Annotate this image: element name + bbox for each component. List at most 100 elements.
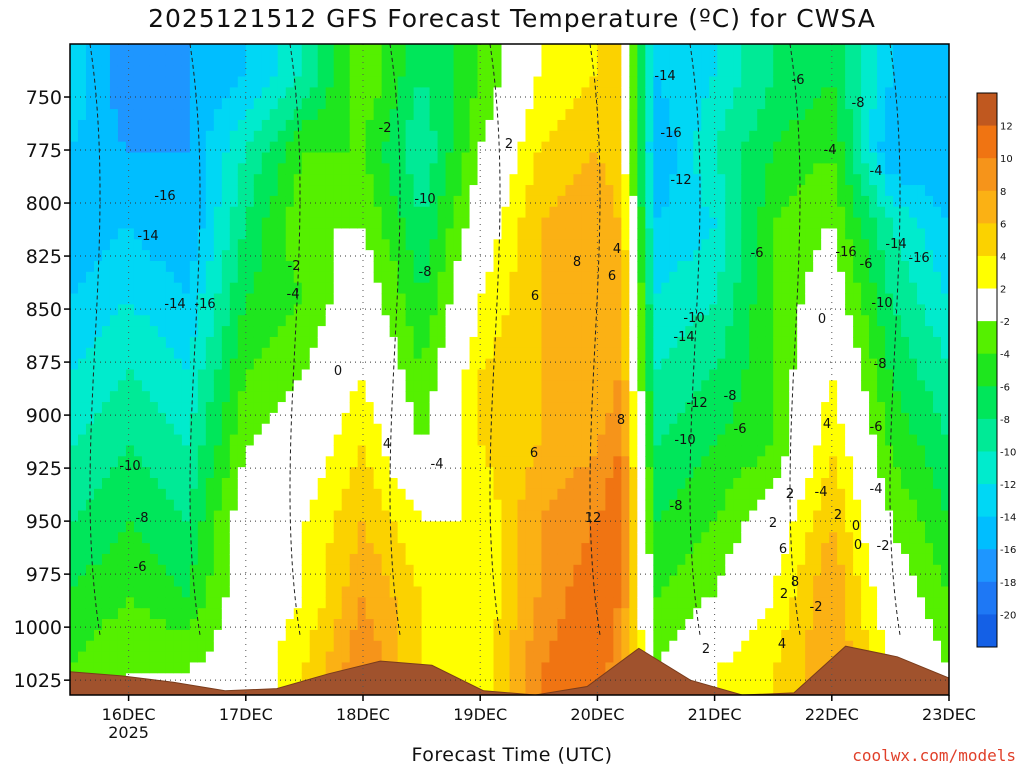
temp-cell [269,54,279,67]
temp-cell [77,65,87,78]
temp-cell [549,163,559,175]
temp-cell [213,130,223,143]
temp-cell [525,575,535,588]
temp-cell [77,109,87,121]
temp-cell [333,564,343,577]
temp-cell [421,98,431,110]
temp-cell [477,326,487,338]
temp-cell [589,163,598,175]
temp-cell [261,597,271,609]
temp-cell [181,629,191,642]
temp-cell [317,130,327,143]
temp-cell [157,76,167,88]
temp-cell [733,44,742,56]
temp-cell [525,402,535,414]
temp-cell [357,87,367,99]
temp-cell [189,543,199,555]
temp-cell [277,174,287,186]
temp-cell [469,185,479,197]
temp-cell [157,662,167,674]
temp-cell [501,152,511,164]
temp-cell [269,586,279,598]
temp-cell [197,380,207,392]
temp-cell [149,445,159,457]
temp-cell [141,185,151,197]
temp-cell [437,564,447,577]
temp-cell [693,315,702,327]
temp-cell [189,65,199,78]
temp-cell [429,163,439,175]
temp-cell [693,423,702,436]
temp-cell [309,347,319,360]
temp-cell [125,109,135,121]
temp-cell [70,423,79,436]
temp-cell [349,553,359,566]
temp-cell [165,217,175,230]
temp-cell [621,109,630,121]
temp-cell [261,499,271,512]
temp-cell [597,380,606,392]
temp-cell [117,434,127,447]
temp-cell [109,206,119,219]
temp-cell [461,304,471,316]
temp-cell [621,347,630,360]
temp-cell [437,141,447,154]
temp-cell [717,619,726,631]
temp-cell [677,98,686,110]
temp-cell [173,304,183,316]
temp-cell [133,456,143,468]
temp-cell [405,228,415,240]
temp-cell [181,673,191,685]
temp-cell [325,206,335,219]
temp-cell [589,98,598,110]
temp-cell [389,423,399,436]
temp-cell [685,152,694,164]
temp-cell [613,391,622,403]
temp-cell [381,543,391,555]
temp-cell [317,250,327,262]
temp-cell [117,651,127,664]
temp-cell [181,608,191,620]
temp-cell [405,293,415,305]
temp-cell [133,553,143,566]
temp-cell [717,467,726,479]
temp-cell [557,185,567,197]
temp-cell [621,619,630,631]
temp-cell [629,445,638,457]
temp-cell [645,130,654,143]
temp-cell [309,575,319,588]
temp-cell [229,597,239,609]
temp-cell [421,315,431,327]
temp-cell [261,586,271,598]
temp-cell [325,315,335,327]
temp-cell [685,87,694,99]
temp-cell [261,65,271,78]
temp-cell [261,402,271,414]
temp-cell [285,608,295,620]
temp-cell [349,239,359,251]
temp-cell [637,553,646,566]
temp-cell [541,499,551,512]
temp-cell [413,640,423,653]
temp-cell [613,347,622,360]
temp-cell [589,195,598,208]
temp-cell [397,391,407,403]
temp-cell [373,282,383,295]
temp-cell [149,239,159,251]
temp-cell [533,521,543,533]
temp-cell [517,271,527,284]
temp-cell [277,380,287,392]
temp-cell [485,629,495,642]
temp-cell [341,456,351,468]
temp-cell [597,358,606,371]
temp-cell [469,65,479,78]
temp-cell [693,510,702,522]
temp-cell [269,662,279,674]
temp-cell [725,684,734,695]
temp-cell [85,304,95,316]
temp-cell [693,445,702,457]
temp-cell [653,119,662,132]
temp-cell [133,619,143,631]
temp-cell [637,87,646,99]
temp-cell [213,521,223,533]
